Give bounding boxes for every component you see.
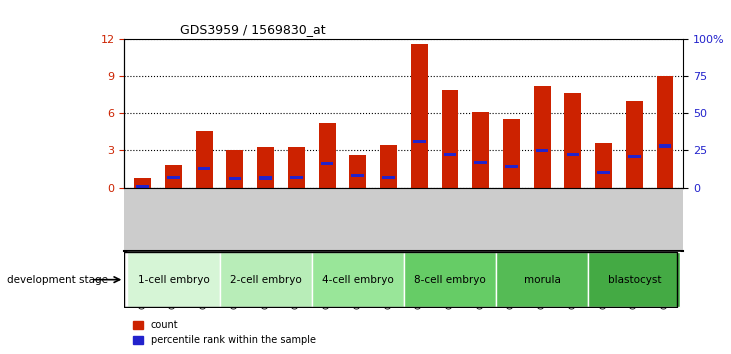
Bar bbox=[595, 143, 612, 188]
FancyBboxPatch shape bbox=[496, 252, 588, 307]
Bar bbox=[229, 177, 241, 180]
Bar bbox=[505, 165, 518, 169]
Text: 2-cell embryo: 2-cell embryo bbox=[230, 275, 301, 285]
Bar bbox=[444, 153, 456, 156]
FancyBboxPatch shape bbox=[127, 252, 219, 307]
Bar bbox=[534, 86, 550, 188]
FancyBboxPatch shape bbox=[311, 252, 404, 307]
Bar bbox=[167, 176, 180, 179]
Bar bbox=[382, 176, 395, 179]
Bar bbox=[503, 120, 520, 188]
Text: 8-cell embryo: 8-cell embryo bbox=[414, 275, 486, 285]
Bar bbox=[472, 112, 489, 188]
Bar bbox=[290, 176, 303, 179]
FancyBboxPatch shape bbox=[219, 252, 311, 307]
Text: 1-cell embryo: 1-cell embryo bbox=[137, 275, 209, 285]
Bar bbox=[411, 44, 428, 188]
Bar bbox=[321, 162, 333, 165]
Bar bbox=[137, 184, 149, 188]
FancyBboxPatch shape bbox=[588, 252, 681, 307]
Bar bbox=[165, 165, 182, 188]
Text: blastocyst: blastocyst bbox=[607, 275, 661, 285]
Bar bbox=[288, 147, 305, 188]
Bar bbox=[319, 123, 336, 188]
Bar bbox=[413, 140, 425, 143]
Text: GDS3959 / 1569830_at: GDS3959 / 1569830_at bbox=[181, 23, 326, 36]
Bar bbox=[227, 150, 243, 188]
Text: 4-cell embryo: 4-cell embryo bbox=[322, 275, 394, 285]
Bar bbox=[196, 131, 213, 188]
Bar bbox=[597, 171, 610, 174]
Bar bbox=[257, 147, 274, 188]
Bar bbox=[626, 101, 643, 188]
Bar bbox=[442, 90, 458, 188]
Bar bbox=[659, 144, 671, 148]
Legend: count, percentile rank within the sample: count, percentile rank within the sample bbox=[129, 316, 319, 349]
Bar bbox=[564, 93, 581, 188]
Bar bbox=[536, 149, 548, 152]
Bar bbox=[567, 153, 579, 156]
Bar bbox=[260, 176, 272, 179]
Bar bbox=[198, 167, 211, 170]
Bar bbox=[349, 155, 366, 188]
Bar bbox=[135, 178, 151, 188]
Bar bbox=[380, 145, 397, 188]
Bar bbox=[656, 76, 673, 188]
FancyBboxPatch shape bbox=[404, 252, 496, 307]
Bar bbox=[352, 174, 364, 177]
Text: development stage: development stage bbox=[7, 275, 108, 285]
Text: morula: morula bbox=[523, 275, 561, 285]
Bar bbox=[474, 161, 487, 164]
Bar bbox=[628, 155, 640, 158]
